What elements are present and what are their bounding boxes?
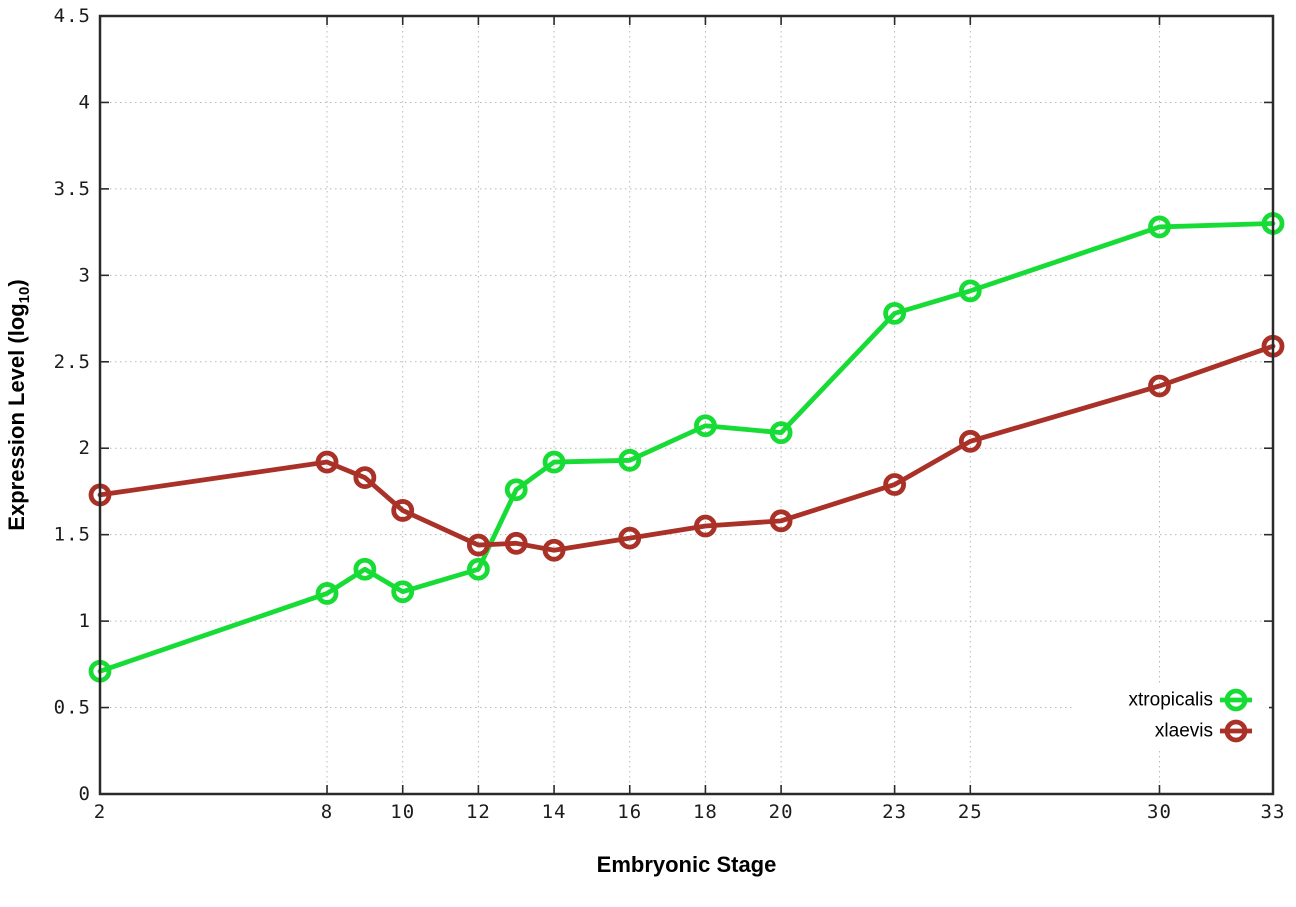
data-point [466, 557, 490, 581]
legend: xtropicalis xlaevis [1072, 683, 1269, 748]
y-tick-label: 1 [79, 610, 91, 632]
legend-marker [1224, 719, 1248, 743]
y-tick-label: 0.5 [54, 697, 91, 719]
y-tick-label: 3.5 [54, 178, 91, 200]
data-point [618, 526, 642, 550]
plot-border [98, 14, 1275, 796]
data-point [542, 538, 566, 562]
x-tick-label: 10 [390, 801, 415, 823]
x-tick-label: 33 [1261, 801, 1286, 823]
data-point [694, 514, 717, 538]
y-tick-label: 2 [79, 437, 91, 459]
data-point [769, 509, 793, 533]
x-tick-label: 23 [882, 801, 907, 823]
data-point [694, 414, 717, 438]
x-tick-label: 18 [693, 801, 718, 823]
data-point [504, 478, 528, 502]
data-point [391, 580, 415, 604]
y-tick-label: 1.5 [54, 524, 91, 546]
x-tick-label: 25 [958, 801, 983, 823]
y-tick-label: 0 [79, 783, 91, 805]
data-point [315, 582, 339, 605]
legend-marker [1224, 688, 1248, 712]
y-tick-label: 2.5 [54, 351, 91, 373]
legend-item-xtropicalis: xtropicalis [1129, 688, 1252, 712]
x-tick-label: 8 [321, 801, 333, 823]
y-axis-label: Expression Level (log10) [4, 279, 33, 530]
legend-box [1072, 683, 1269, 748]
data-point [883, 473, 907, 496]
data-point [391, 499, 415, 522]
x-tick-label: 16 [617, 801, 642, 823]
y-tick-label: 3 [79, 264, 91, 286]
legend-item-xlaevis: xlaevis [1155, 719, 1252, 743]
tick-marks [99, 15, 1274, 795]
data-point [1148, 374, 1171, 398]
x-tick-label: 20 [769, 801, 794, 823]
data-point [958, 279, 982, 303]
data-point [1148, 215, 1171, 239]
x-tick-label: 14 [542, 801, 567, 823]
gridlines [100, 16, 1273, 794]
x-axis-label: Embryonic Stage [597, 852, 777, 877]
data-point [883, 301, 907, 325]
legend-label: xtropicalis [1129, 690, 1213, 711]
x-tick-label: 12 [466, 801, 491, 823]
data-point [466, 533, 490, 557]
y-tick-label: 4 [79, 91, 91, 113]
x-tick-label: 2 [94, 801, 106, 823]
data-point [618, 448, 642, 472]
legend-label: xlaevis [1155, 721, 1213, 742]
data-point [769, 421, 793, 445]
data-point [958, 429, 982, 453]
data-point [542, 450, 566, 474]
y-tick-label: 4.5 [54, 5, 91, 27]
x-tick-label: 30 [1147, 801, 1172, 823]
data-point [353, 557, 377, 581]
data-point [353, 466, 377, 490]
data-point [504, 531, 528, 555]
data-point [315, 450, 339, 474]
